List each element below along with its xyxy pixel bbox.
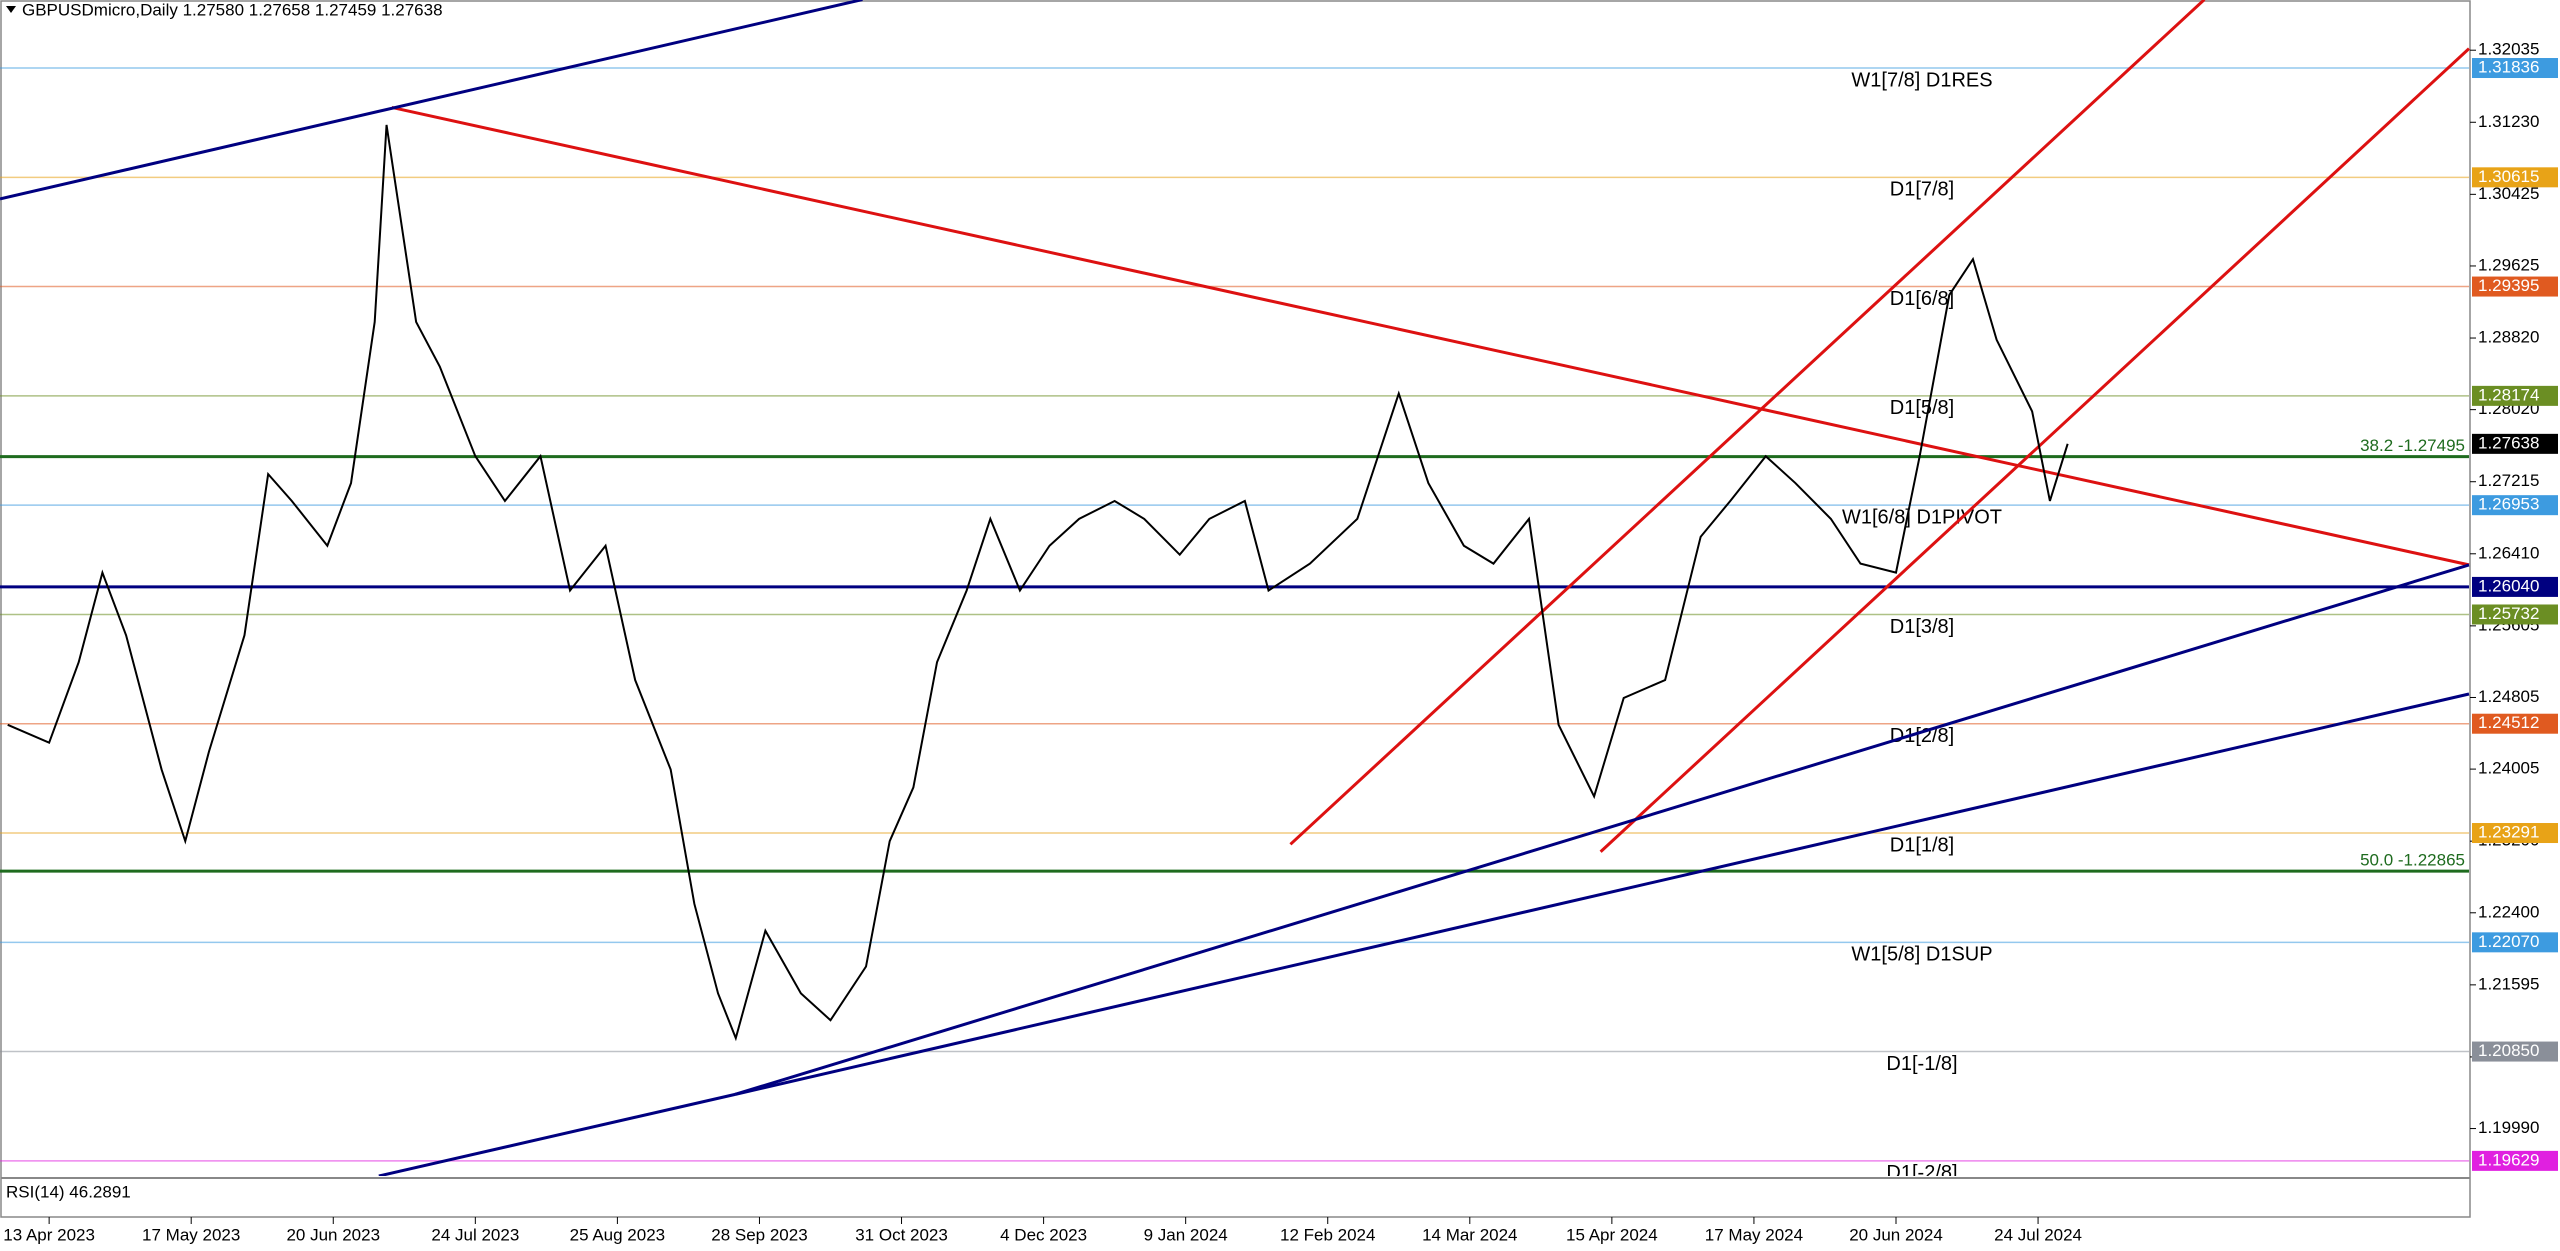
x-tick-label: 20 Jun 2024 [1849, 1225, 1943, 1244]
price-box-label: 1.23291 [2478, 823, 2539, 842]
x-tick-label: 9 Jan 2024 [1144, 1225, 1228, 1244]
trendline [378, 1092, 736, 1176]
y-tick-label: 1.24805 [2478, 687, 2539, 706]
y-tick-label: 1.31230 [2478, 112, 2539, 131]
x-tick-label: 15 Apr 2024 [1566, 1225, 1658, 1244]
price-box [2472, 823, 2558, 844]
price-box-label: 1.25732 [2478, 604, 2539, 623]
price-box-label: 1.28174 [2478, 385, 2539, 404]
price-box-label: 1.22070 [2478, 932, 2539, 951]
x-tick-label: 25 Aug 2023 [570, 1225, 665, 1244]
price-box [2472, 495, 2558, 516]
level-label: D1[-2/8] [1886, 1162, 1957, 1184]
trendline [391, 105, 2470, 567]
plot-area: W1[7/8] D1RES D1[7/8] D1[6/8] D1[5/8] W1[6/8… [0, 0, 2470, 1184]
price-box [2472, 713, 2558, 734]
level-label: D1[2/8] [1890, 725, 1954, 747]
price-box-label: 1.29395 [2478, 276, 2539, 295]
x-tick-label: 24 Jul 2023 [431, 1225, 519, 1244]
level-label: D1[-1/8] [1886, 1053, 1957, 1075]
price-line [7, 124, 2069, 1042]
menu-arrow [6, 6, 16, 13]
last-price-box [2472, 433, 2558, 454]
price-box-label: 1.30615 [2478, 167, 2539, 186]
fibo-label: 50.0 -1.22865 [2360, 851, 2465, 870]
price-box [2472, 576, 2558, 597]
price-box [2472, 1041, 2558, 1062]
chart-header: GBPUSDmicro,Daily 1.27580 1.27658 1.2745… [22, 0, 443, 19]
plot-frame [0, 0, 2471, 1218]
x-tick-label: 4 Dec 2023 [1000, 1225, 1087, 1244]
level-label: W1[7/8] D1RES [1851, 69, 1992, 91]
level-label: D1[5/8] [1890, 397, 1954, 419]
trendline [734, 692, 2470, 1096]
trendline [1599, 47, 2470, 853]
level-label: W1[6/8] D1PIVOT [1842, 506, 2002, 528]
x-tick-label: 28 Sep 2023 [711, 1225, 807, 1244]
price-box-label: 1.24512 [2478, 713, 2539, 732]
price-box [2472, 385, 2558, 406]
level-label: D1[3/8] [1890, 616, 1954, 638]
x-tick-label: 24 Jul 2024 [1994, 1225, 2082, 1244]
indicator-label: RSI(14) 46.2891 [6, 1182, 131, 1201]
x-tick-label: 17 May 2024 [1705, 1225, 1803, 1244]
price-box [2472, 276, 2558, 297]
level-label: W1[5/8] D1SUP [1851, 944, 1992, 966]
x-tick-label: 20 Jun 2023 [286, 1225, 380, 1244]
x-tick-label: 12 Feb 2024 [1280, 1225, 1375, 1244]
y-tick-label: 1.19990 [2478, 1118, 2539, 1137]
price-box-label: 1.20850 [2478, 1041, 2539, 1060]
fibo-label: 38.2 -1.27495 [2360, 436, 2465, 455]
level-label: D1[7/8] [1890, 179, 1954, 201]
price-box-label: 1.26040 [2478, 576, 2539, 595]
y-tick-label: 1.27215 [2478, 471, 2539, 490]
price-box [2472, 932, 2558, 953]
price-box [2472, 1150, 2558, 1171]
trendline [734, 563, 2470, 1096]
last-price-label: 1.27638 [2478, 433, 2539, 452]
y-tick-label: 1.32035 [2478, 40, 2539, 59]
price-box [2472, 58, 2558, 79]
y-tick-label: 1.24005 [2478, 759, 2539, 778]
trendline [1289, 0, 2206, 846]
y-tick-label: 1.26410 [2478, 543, 2539, 562]
x-tick-label: 31 Oct 2023 [855, 1225, 948, 1244]
y-tick-label: 1.21595 [2478, 974, 2539, 993]
y-tick-label: 1.22400 [2478, 902, 2539, 921]
y-tick-label: 1.29625 [2478, 255, 2539, 274]
x-tick-label: 17 May 2023 [142, 1225, 240, 1244]
level-label: D1[1/8] [1890, 834, 1954, 856]
x-tick-label: 14 Mar 2024 [1422, 1225, 1517, 1244]
y-tick-label: 1.30425 [2478, 184, 2539, 203]
x-tick-label: 13 Apr 2023 [3, 1225, 95, 1244]
price-box-label: 1.26953 [2478, 495, 2539, 514]
trendline [0, 0, 863, 201]
price-box [2472, 604, 2558, 625]
price-box-label: 1.19629 [2478, 1150, 2539, 1169]
y-tick-label: 1.28820 [2478, 328, 2539, 347]
level-label: D1[6/8] [1890, 288, 1954, 310]
price-box [2472, 167, 2558, 188]
price-box-label: 1.31836 [2478, 58, 2539, 77]
